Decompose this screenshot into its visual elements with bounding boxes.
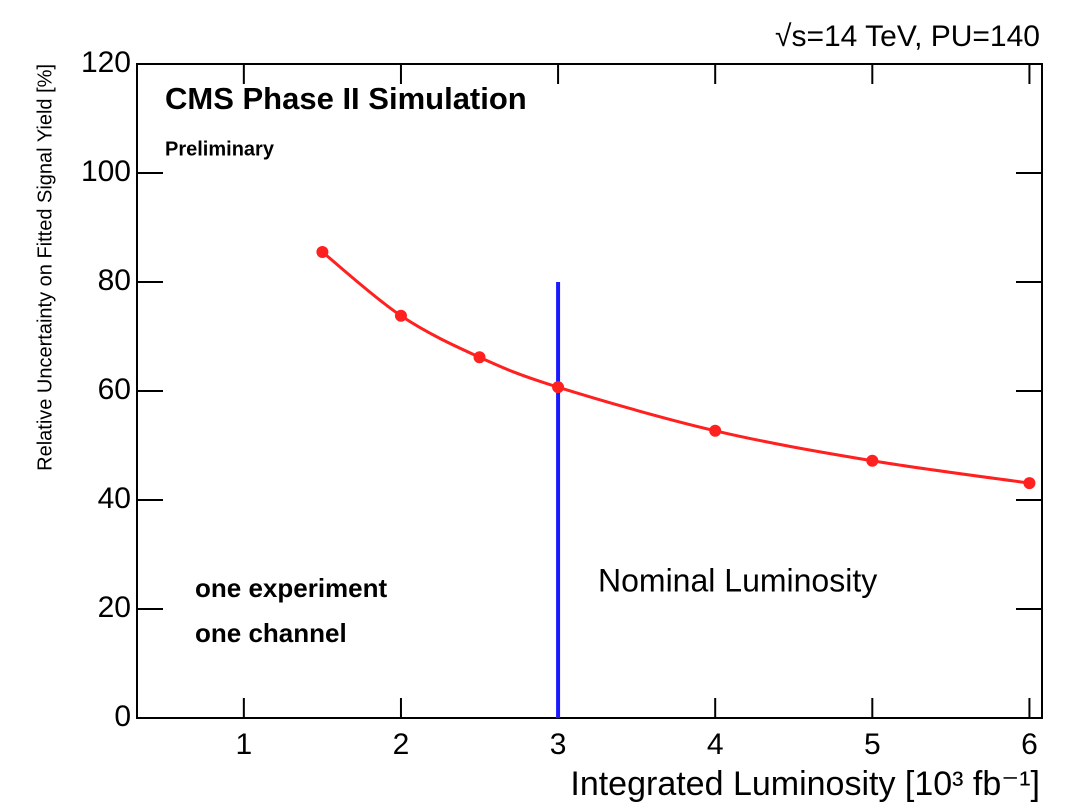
energy-label: √s=14 TeV, PU=140 bbox=[775, 20, 1040, 53]
nominal-label: Nominal Luminosity bbox=[598, 562, 877, 598]
y-tick-label: 100 bbox=[81, 155, 131, 188]
chart-title: CMS Phase II Simulation bbox=[165, 81, 527, 116]
y-tick-label: 120 bbox=[81, 46, 131, 79]
y-tick-label: 20 bbox=[98, 591, 131, 624]
x-axis-label: Integrated Luminosity [10³ fb⁻¹] bbox=[570, 765, 1040, 803]
x-tick-label: 1 bbox=[235, 728, 252, 761]
data-point bbox=[552, 381, 565, 394]
x-tick-label: 2 bbox=[393, 728, 410, 761]
x-tick-label: 6 bbox=[1021, 728, 1038, 761]
series-line bbox=[321, 250, 1030, 485]
y-tick-label: 80 bbox=[98, 264, 131, 297]
chart-subtitle: Preliminary bbox=[165, 138, 275, 160]
y-tick-label: 0 bbox=[114, 700, 131, 733]
data-point bbox=[709, 424, 722, 437]
data-point bbox=[1023, 477, 1036, 490]
x-tick-label: 4 bbox=[707, 728, 724, 761]
annotation: one channel bbox=[195, 618, 347, 648]
x-tick-label: 5 bbox=[864, 728, 881, 761]
data-point bbox=[866, 454, 879, 467]
data-point bbox=[394, 309, 407, 322]
y-tick-label: 60 bbox=[98, 373, 131, 406]
data-point bbox=[473, 351, 486, 364]
annotation: one experiment bbox=[195, 573, 388, 603]
data-point bbox=[316, 246, 329, 259]
y-axis-label: Relative Uncertainty on Fitted Signal Yi… bbox=[34, 64, 56, 471]
y-tick-label: 40 bbox=[98, 482, 131, 515]
x-tick-label: 3 bbox=[550, 728, 567, 761]
